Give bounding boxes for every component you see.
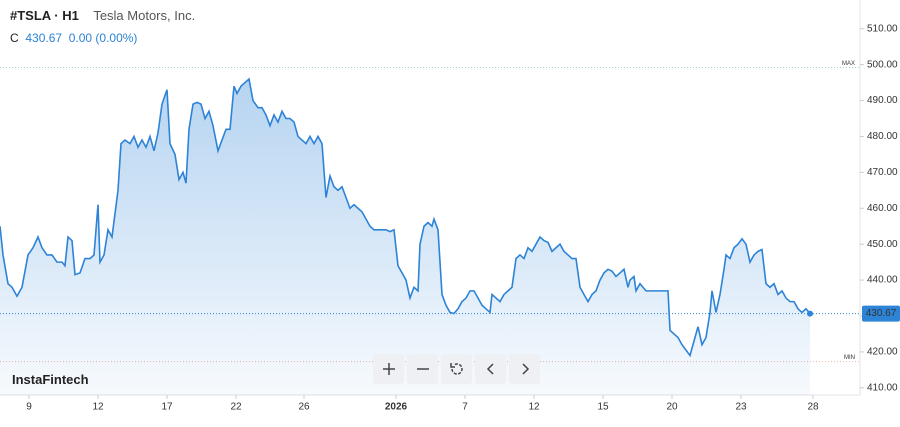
price-line: [0, 77, 811, 358]
area-fill: [0, 79, 810, 395]
logo: InstaFintech: [12, 372, 89, 387]
y-tick-label: 510.00: [867, 23, 898, 34]
y-tick-label: 500.00: [867, 59, 898, 70]
reset[interactable]: [441, 354, 472, 384]
x-tick-label: 12: [92, 402, 104, 413]
company-name: Tesla Motors, Inc.: [93, 8, 196, 23]
last-price-label: 430.67: [866, 308, 897, 319]
y-tick-label: 410.00: [867, 382, 898, 393]
x-tick-label: 28: [807, 402, 819, 413]
x-tick-label: 7: [462, 402, 468, 413]
toolbar: [373, 354, 540, 384]
quote-row: C 430.67 0.00 (0.00%): [10, 31, 137, 45]
y-tick-label: 470.00: [867, 167, 898, 178]
y-tick-label: 440.00: [867, 275, 898, 286]
min-line-label: MIN: [844, 355, 855, 361]
x-tick-label: 23: [735, 402, 747, 413]
last-point: [807, 310, 813, 317]
x-tick-label: 22: [230, 402, 242, 413]
x-tick-label: 20: [666, 402, 678, 413]
y-tick-label: 450.00: [867, 239, 898, 250]
close-value: 430.67: [25, 31, 63, 45]
x-tick-label: 9: [26, 402, 32, 413]
x-tick-label: 15: [597, 402, 609, 413]
scroll-left[interactable]: [475, 354, 506, 384]
symbol: #TSLA · H1: [10, 8, 79, 23]
max-line-label: MAX: [842, 61, 855, 67]
zoom-out[interactable]: [407, 354, 438, 384]
y-tick-label: 480.00: [867, 131, 898, 142]
change: 0.00 (0.00%): [68, 31, 138, 45]
header: #TSLA · H1 Tesla Motors, Inc.: [10, 8, 195, 23]
scroll-right[interactable]: [509, 354, 540, 384]
y-tick-label: 460.00: [867, 203, 898, 214]
y-tick-label: 490.00: [867, 95, 898, 106]
x-tick-label: 2026: [385, 402, 408, 413]
zoom-in[interactable]: [373, 354, 404, 384]
last-price-box: [862, 305, 900, 322]
x-tick-label: 26: [298, 402, 310, 413]
close-label: C: [10, 31, 19, 45]
y-tick-label: 420.00: [867, 347, 898, 358]
x-tick-label: 12: [528, 402, 540, 413]
x-tick-label: 17: [161, 402, 173, 413]
